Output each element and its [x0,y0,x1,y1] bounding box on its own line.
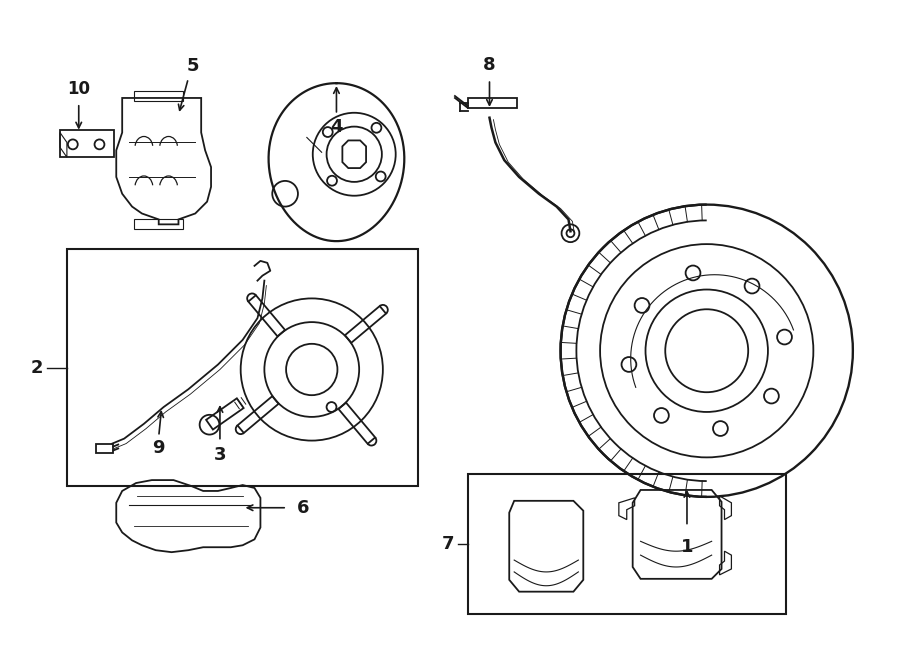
Bar [468,474,786,614]
Bar [134,91,184,101]
Text: 5: 5 [187,58,200,75]
Bar [134,219,184,229]
Text: 3: 3 [213,446,226,465]
Text: 1: 1 [680,538,693,557]
Bar [60,130,114,157]
Text: 7: 7 [442,535,454,553]
Bar [67,249,418,486]
Text: 4: 4 [330,118,343,136]
Text: 10: 10 [68,80,90,98]
Text: 9: 9 [152,440,165,457]
Text: 8: 8 [483,56,496,75]
Text: 6: 6 [297,499,310,517]
Text: 2: 2 [31,358,43,377]
Bar [95,444,113,453]
Bar [468,98,518,108]
